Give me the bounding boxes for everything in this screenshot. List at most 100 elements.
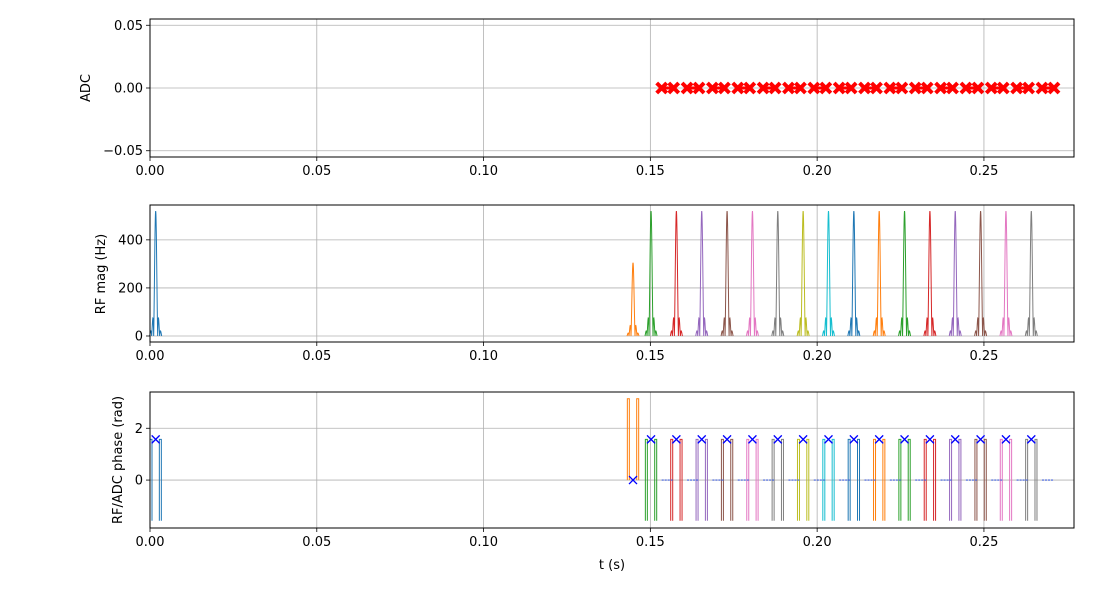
x-tick-label: 0.00 bbox=[136, 164, 165, 179]
phase-marker bbox=[874, 434, 884, 444]
phase-marker bbox=[628, 475, 638, 485]
adc-marker bbox=[768, 81, 782, 95]
subplot-adc: 0.00 0.05 0.10 0.15 0.20 0.25 0.05 0.00 −0.05 A… bbox=[79, 18, 1075, 179]
rf-pulse bbox=[149, 210, 163, 337]
y-tick-label: 0 bbox=[135, 329, 143, 344]
adc-marker bbox=[984, 81, 998, 95]
y-tick-label: 0.05 bbox=[114, 19, 143, 34]
rf-pulse bbox=[999, 210, 1013, 337]
x-tick-label: 0.20 bbox=[803, 164, 832, 179]
y-tick-label: 200 bbox=[118, 281, 143, 296]
x-tick-label: 0.05 bbox=[302, 535, 331, 550]
phase-x-ticks: 0.00 0.05 0.10 0.15 0.20 0.25 bbox=[136, 528, 998, 550]
phase-marker bbox=[976, 434, 986, 444]
rf-pulse bbox=[1024, 210, 1038, 337]
adc-marker bbox=[996, 81, 1010, 95]
x-tick-label: 0.00 bbox=[136, 349, 165, 364]
phase-marker bbox=[773, 434, 783, 444]
phase-marker bbox=[646, 434, 656, 444]
rf-pulse bbox=[669, 210, 683, 337]
rf-pulse bbox=[745, 210, 759, 337]
adc-marker bbox=[844, 81, 858, 95]
phase-marker bbox=[1001, 434, 1011, 444]
phase-axes-frame bbox=[149, 391, 1075, 529]
adc-marker bbox=[794, 81, 807, 95]
adc-marker bbox=[870, 81, 883, 95]
rf-mag-axes-frame bbox=[149, 204, 1075, 343]
adc-marker bbox=[959, 81, 973, 95]
x-tick-label: 0.15 bbox=[636, 349, 665, 364]
y-tick-label: 0.00 bbox=[114, 82, 143, 97]
rf-pulse bbox=[720, 210, 734, 337]
phase-marker bbox=[849, 434, 859, 444]
rf-pulse bbox=[948, 210, 962, 337]
adc-marker bbox=[743, 81, 757, 95]
adc-marker bbox=[1047, 81, 1061, 95]
adc-marker bbox=[946, 81, 959, 95]
adc-x-ticks: 0.00 0.05 0.10 0.15 0.20 0.25 bbox=[136, 157, 998, 179]
phase-marker bbox=[151, 434, 161, 444]
y-tick-label: 2 bbox=[135, 422, 143, 437]
phase-marker bbox=[671, 434, 681, 444]
adc-marker bbox=[692, 81, 706, 95]
phase-x-axis-label: t (s) bbox=[599, 558, 625, 573]
phase-marker bbox=[722, 434, 732, 444]
phase-pulses bbox=[149, 398, 1054, 521]
x-tick-label: 0.10 bbox=[469, 535, 498, 550]
adc-marker bbox=[705, 81, 719, 95]
subplot-phase: 0.00 0.05 0.10 0.15 0.20 0.25 20 RF/ADC phase… bbox=[111, 391, 1075, 573]
rf-pulse bbox=[847, 210, 861, 337]
adc-marker bbox=[895, 81, 909, 95]
rf-pulse bbox=[771, 210, 785, 337]
phase-pulse bbox=[644, 438, 658, 521]
adc-y-ticks: 0.05 0.00 −0.05 bbox=[103, 19, 150, 159]
adc-marker bbox=[920, 81, 934, 95]
y-tick-label: −0.05 bbox=[103, 144, 143, 159]
adc-marker bbox=[1010, 81, 1024, 95]
x-tick-label: 0.05 bbox=[302, 349, 331, 364]
adc-marker bbox=[782, 81, 795, 95]
phase-y-ticks: 20 bbox=[135, 422, 150, 489]
adc-marker bbox=[717, 81, 731, 95]
x-tick-label: 0.20 bbox=[803, 349, 832, 364]
adc-y-axis-label: ADC bbox=[79, 74, 94, 102]
y-tick-label: 400 bbox=[118, 233, 143, 248]
subplot-rf-mag: 0.00 0.05 0.10 0.15 0.20 0.25 400 200 0 RF mag … bbox=[94, 204, 1075, 364]
phase-pulse bbox=[626, 398, 640, 481]
phase-y-axis-label: RF/ADC phase (rad) bbox=[111, 396, 126, 524]
adc-marker bbox=[1035, 81, 1049, 95]
adc-marker bbox=[971, 81, 985, 95]
x-tick-label: 0.15 bbox=[636, 164, 665, 179]
x-tick-label: 0.25 bbox=[969, 349, 998, 364]
adc-marker bbox=[1022, 81, 1036, 95]
x-tick-label: 0.10 bbox=[469, 349, 498, 364]
phase-marker bbox=[950, 434, 960, 444]
phase-marker bbox=[1026, 434, 1036, 444]
rf-mag-gridlines bbox=[149, 205, 1074, 342]
adc-marker bbox=[934, 81, 947, 95]
x-tick-label: 0.05 bbox=[302, 164, 331, 179]
adc-marker bbox=[731, 81, 745, 95]
x-tick-label: 0.00 bbox=[136, 535, 165, 550]
x-tick-label: 0.20 bbox=[803, 535, 832, 550]
adc-gridlines bbox=[149, 19, 1074, 157]
phase-marker bbox=[824, 434, 833, 444]
rf-pulse bbox=[974, 210, 988, 337]
adc-marker bbox=[756, 81, 770, 95]
rf-mag-pulses bbox=[149, 210, 1038, 337]
x-tick-label: 0.25 bbox=[969, 535, 998, 550]
phase-marker bbox=[798, 434, 808, 444]
adc-marker bbox=[667, 81, 681, 95]
phase-marker bbox=[925, 434, 935, 444]
adc-marker bbox=[819, 81, 833, 95]
adc-marker bbox=[883, 81, 897, 95]
rf-mag-y-ticks: 400 200 0 bbox=[118, 233, 150, 344]
adc-marker bbox=[908, 81, 922, 95]
x-tick-label: 0.15 bbox=[636, 535, 665, 550]
rf-pulse bbox=[796, 210, 810, 337]
adc-markers bbox=[655, 81, 1061, 95]
adc-marker bbox=[807, 81, 821, 95]
phase-marker bbox=[697, 434, 707, 444]
rf-mag-x-ticks: 0.00 0.05 0.10 0.15 0.20 0.25 bbox=[136, 342, 998, 364]
